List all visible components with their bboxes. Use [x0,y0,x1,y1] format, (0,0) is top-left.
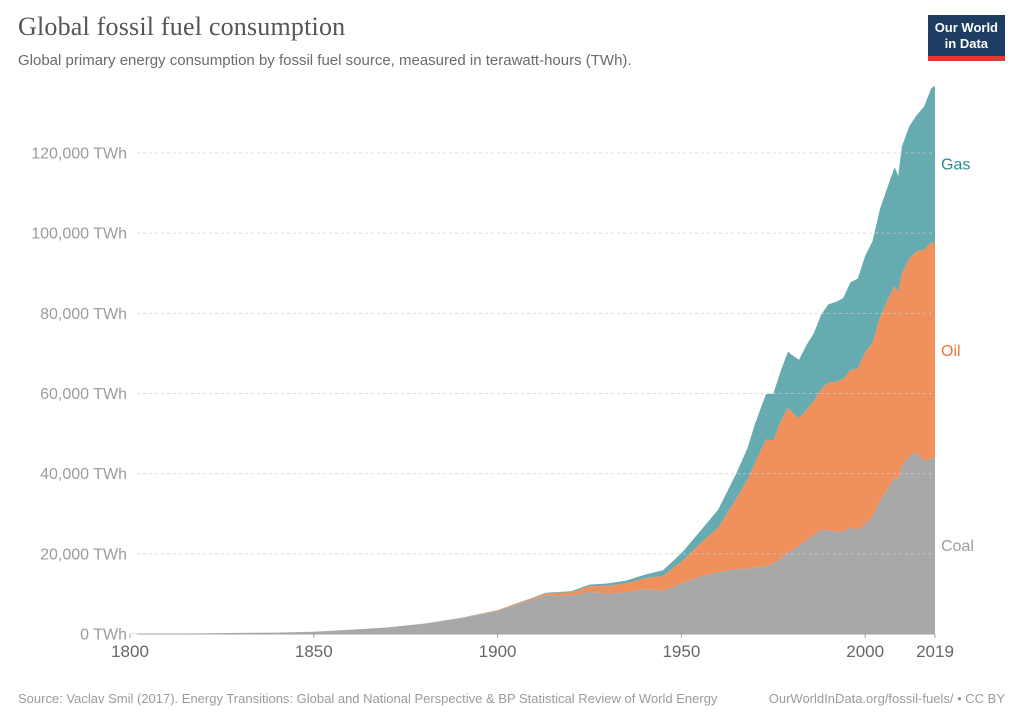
area-coal[interactable] [130,452,935,634]
x-tick-label: 1900 [479,642,517,661]
chart-footer: Source: Vaclav Smil (2017). Energy Trans… [18,691,1005,706]
area-gas[interactable] [130,85,935,634]
x-tick-label: 1850 [295,642,333,661]
gridlines: 0 TWh 20,000 TWh 40,000 TWh 60,000 TWh 80,00… [31,146,935,644]
y-tick-label: 40,000 TWh [40,466,127,483]
x-tick-label: 2000 [846,642,884,661]
y-tick-label: 120,000 TWh [31,146,127,163]
license-label: CC BY [965,691,1005,706]
x-axis: 1800 1850 1900 1950 2000 2019 [111,634,954,661]
area-oil[interactable] [130,242,935,634]
owid-logo-line1: Our World [934,20,998,35]
stacked-areas [130,85,935,634]
x-tick-label: 1800 [111,642,149,661]
series-label-oil[interactable]: Oil [941,343,961,360]
series-labels: Coal Oil Gas [941,157,974,556]
y-tick-label: 100,000 TWh [31,226,127,243]
owid-logo-line2: in Data [944,36,989,51]
owid-logo[interactable]: Our World in Data [927,15,1005,61]
credit-separator: • [957,691,962,706]
owid-url-link[interactable]: OurWorldInData.org/fossil-fuels/ [768,691,954,706]
series-label-gas[interactable]: Gas [941,157,970,174]
x-tick-label: 2019 [916,642,954,661]
chart-subtitle: Global primary energy consumption by fos… [18,52,632,69]
y-tick-label: 80,000 TWh [40,306,127,323]
source-note: Source: Vaclav Smil (2017). Energy Trans… [18,691,718,706]
y-tick-label: 0 TWh [80,627,127,644]
x-tick-label: 1950 [662,642,700,661]
y-tick-label: 60,000 TWh [40,386,127,403]
series-label-coal[interactable]: Coal [941,538,974,555]
chart-title: Global fossil fuel consumption [18,12,346,41]
credit-note: OurWorldInData.org/fossil-fuels/ • CC BY [769,691,1005,706]
y-tick-label: 20,000 TWh [40,546,127,563]
